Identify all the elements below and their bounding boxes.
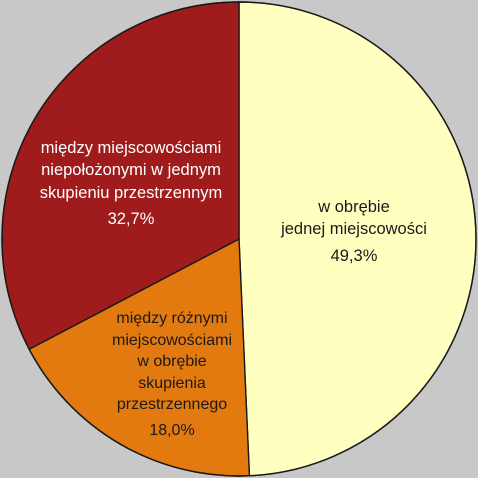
slice-label-between-localities-not-in-one-cluster: między miejscowościami niepołożonymi w j… bbox=[20, 137, 242, 230]
slice-label-within-one-locality: w obrębie jednej miejscowości 49,3% bbox=[254, 196, 454, 267]
slice-value-label: 18,0% bbox=[149, 421, 195, 439]
slice-value-label: 32,7% bbox=[107, 209, 155, 228]
slice-value-label: 49,3% bbox=[330, 246, 378, 265]
slice-label-line: skupieniu przestrzennym bbox=[39, 183, 223, 202]
slice-label-line: w obrębie bbox=[137, 353, 207, 371]
slice-label-line: skupienia bbox=[138, 374, 206, 392]
slice-label-line: między miejscowościami bbox=[40, 139, 222, 157]
slice-label-line: niepołożonymi w jednym bbox=[41, 161, 221, 180]
slice-label-line: w obrębie bbox=[318, 198, 390, 216]
slice-label-line: jednej miejscowości bbox=[281, 220, 427, 239]
slice-label-line: miejscowościami bbox=[111, 331, 233, 349]
slice-label-line: między różnymi bbox=[116, 310, 228, 327]
slice-label-line: przestrzennego bbox=[116, 396, 228, 414]
slice-label-between-different-localities: między różnymi miejscowościami w obrębie… bbox=[92, 308, 252, 442]
